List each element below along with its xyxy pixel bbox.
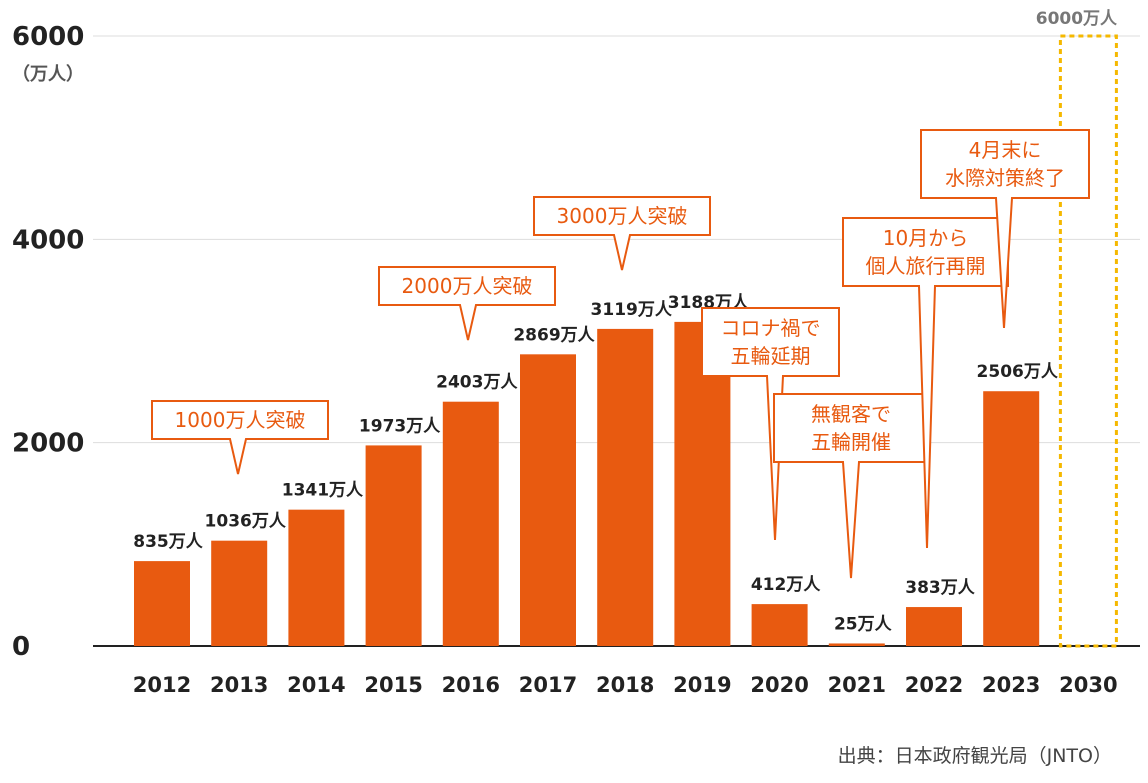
annotation-text: コロナ禍で bbox=[721, 316, 821, 340]
annotation-text: 4月末に bbox=[969, 138, 1042, 162]
value-label-2022: 383万人 bbox=[905, 578, 975, 598]
value-label-2012: 835万人 bbox=[133, 532, 203, 552]
annotation-callout-box bbox=[533, 196, 711, 271]
annotation-2013: 1000万人突破 bbox=[151, 400, 329, 475]
x-tick-label-2013: 2013 bbox=[210, 673, 268, 697]
y-tick-label: 6000 bbox=[12, 22, 84, 52]
annotation-text: 五輪延期 bbox=[731, 344, 811, 368]
x-tick-label-2012: 2012 bbox=[133, 673, 191, 697]
value-label-2023: 2506万人 bbox=[977, 362, 1059, 382]
annotation-text: 2000万人突破 bbox=[402, 274, 533, 298]
bar-2015 bbox=[365, 445, 422, 646]
bar-2023 bbox=[983, 391, 1040, 646]
y-axis-unit: （万人） bbox=[12, 64, 84, 85]
source-note: 出典：日本政府観光局（JNTO） bbox=[838, 745, 1112, 767]
y-axis: 0 2000 4000 6000 bbox=[12, 22, 1140, 662]
x-tick-label-2022: 2022 bbox=[905, 673, 963, 697]
y-tick-label: 2000 bbox=[12, 429, 84, 459]
target-bar-2030 bbox=[1058, 34, 1118, 648]
annotation-callout-box bbox=[920, 129, 1090, 329]
value-label-2015: 1973万人 bbox=[359, 416, 441, 436]
annotations: 1000万人突破 2000万人突破 3000万人突破コロナ禍で五輪延期無観客で五輪開… bbox=[151, 129, 1090, 579]
value-label-2020: 412万人 bbox=[751, 575, 821, 595]
value-label-2013: 1036万人 bbox=[205, 512, 287, 532]
annotation-2016: 2000万人突破 bbox=[378, 266, 556, 341]
annotation-2018: 3000万人突破 bbox=[533, 196, 711, 271]
annotation-text: 10月から bbox=[883, 226, 968, 250]
x-tick-label-2015: 2015 bbox=[364, 673, 422, 697]
annotation-text: 五輪開催 bbox=[811, 430, 891, 454]
bar-2018 bbox=[597, 328, 654, 646]
bar-2012 bbox=[134, 561, 190, 646]
x-tick-label-2020: 2020 bbox=[750, 673, 808, 697]
bars bbox=[134, 34, 1118, 648]
annotation-text: 3000万人突破 bbox=[557, 204, 688, 228]
x-tick-label-2023: 2023 bbox=[982, 673, 1040, 697]
bar-2017 bbox=[520, 354, 576, 646]
x-tick-label-2017: 2017 bbox=[519, 673, 577, 697]
value-label-2017: 2869万人 bbox=[513, 325, 595, 345]
bar-2022 bbox=[906, 607, 962, 646]
bar-2014 bbox=[288, 509, 345, 646]
value-label-2021: 25万人 bbox=[834, 614, 893, 634]
target-label: 6000万人 bbox=[1036, 9, 1118, 29]
x-axis-labels: 2012 2013 2014 2015 2016 2017 2018 2019 2020 2021… bbox=[133, 673, 1118, 697]
bar-2021 bbox=[828, 643, 885, 646]
y-tick-label: 0 bbox=[12, 632, 30, 662]
annotation-text: 個人旅行再開 bbox=[866, 254, 986, 278]
x-tick-label-2021: 2021 bbox=[828, 673, 886, 697]
x-tick-label-2014: 2014 bbox=[287, 673, 345, 697]
bar-2016 bbox=[442, 401, 499, 646]
bar-2013 bbox=[211, 540, 268, 646]
bar-2020 bbox=[751, 604, 808, 646]
annotation-text: 水際対策終了 bbox=[945, 166, 1065, 190]
x-tick-label-2018: 2018 bbox=[596, 673, 654, 697]
value-label-2016: 2403万人 bbox=[436, 373, 518, 393]
annotation-text: 無観客で bbox=[811, 402, 891, 426]
value-label-2018: 3119万人 bbox=[591, 300, 673, 320]
value-label-2014: 1341万人 bbox=[282, 481, 364, 501]
x-tick-label-2019: 2019 bbox=[673, 673, 731, 697]
y-tick-label: 4000 bbox=[12, 225, 84, 255]
annotation-text: 1000万人突破 bbox=[175, 408, 306, 432]
x-tick-label-2030: 2030 bbox=[1059, 673, 1117, 697]
x-tick-label-2016: 2016 bbox=[442, 673, 500, 697]
annotation-callout-box bbox=[151, 400, 329, 475]
annotation-callout-box bbox=[378, 266, 556, 341]
